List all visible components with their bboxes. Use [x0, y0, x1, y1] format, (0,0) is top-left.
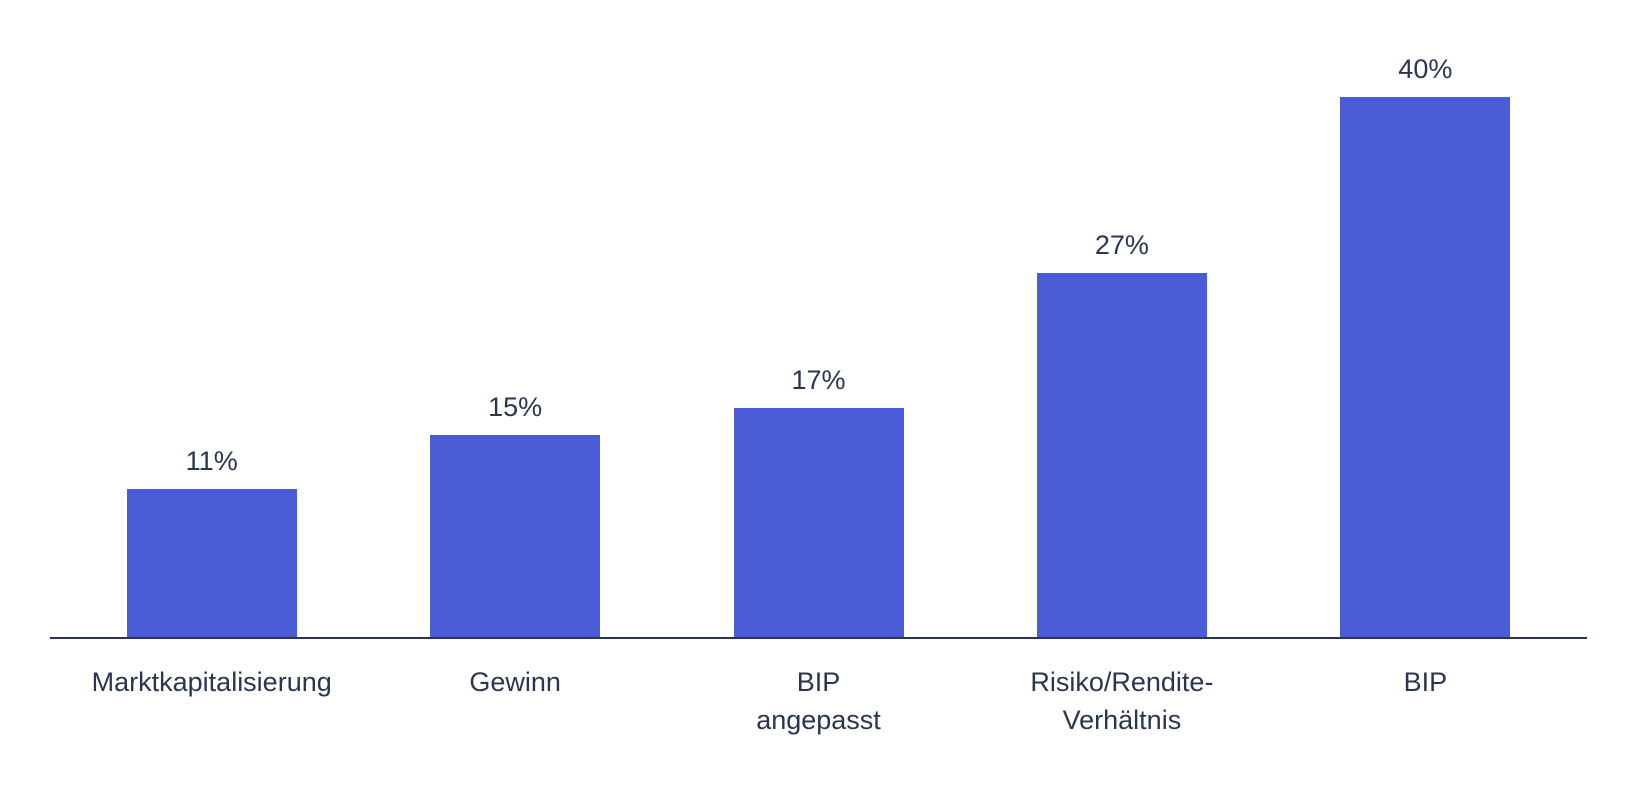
plot-area: 11% 15% 17% 27% 40%: [50, 40, 1587, 639]
x-axis-label: Marktkapitalisierung: [60, 664, 363, 740]
bar-value-label: 40%: [1398, 54, 1452, 85]
bar-group: 15%: [363, 40, 666, 637]
bar: [1037, 273, 1207, 638]
bar-group: 17%: [667, 40, 970, 637]
bar: [127, 489, 297, 638]
x-axis-label: BIP angepasst: [667, 664, 970, 740]
x-axis-labels: Marktkapitalisierung Gewinn BIP angepass…: [50, 639, 1587, 740]
bar-group: 40%: [1274, 40, 1577, 637]
bar-value-label: 27%: [1095, 230, 1149, 261]
bar-group: 11%: [60, 40, 363, 637]
bar-chart: 11% 15% 17% 27% 40% Marktkapitalisierung…: [50, 40, 1587, 740]
bar: [1340, 97, 1510, 637]
bar-value-label: 11%: [186, 446, 238, 477]
x-axis-label: BIP: [1274, 664, 1577, 740]
x-axis-label: Gewinn: [363, 664, 666, 740]
x-axis-label: Risiko/Rendite- Verhältnis: [970, 664, 1273, 740]
bar: [734, 408, 904, 638]
bar-value-label: 15%: [488, 392, 542, 423]
bar-group: 27%: [970, 40, 1273, 637]
bar-value-label: 17%: [791, 365, 845, 396]
bar: [430, 435, 600, 638]
